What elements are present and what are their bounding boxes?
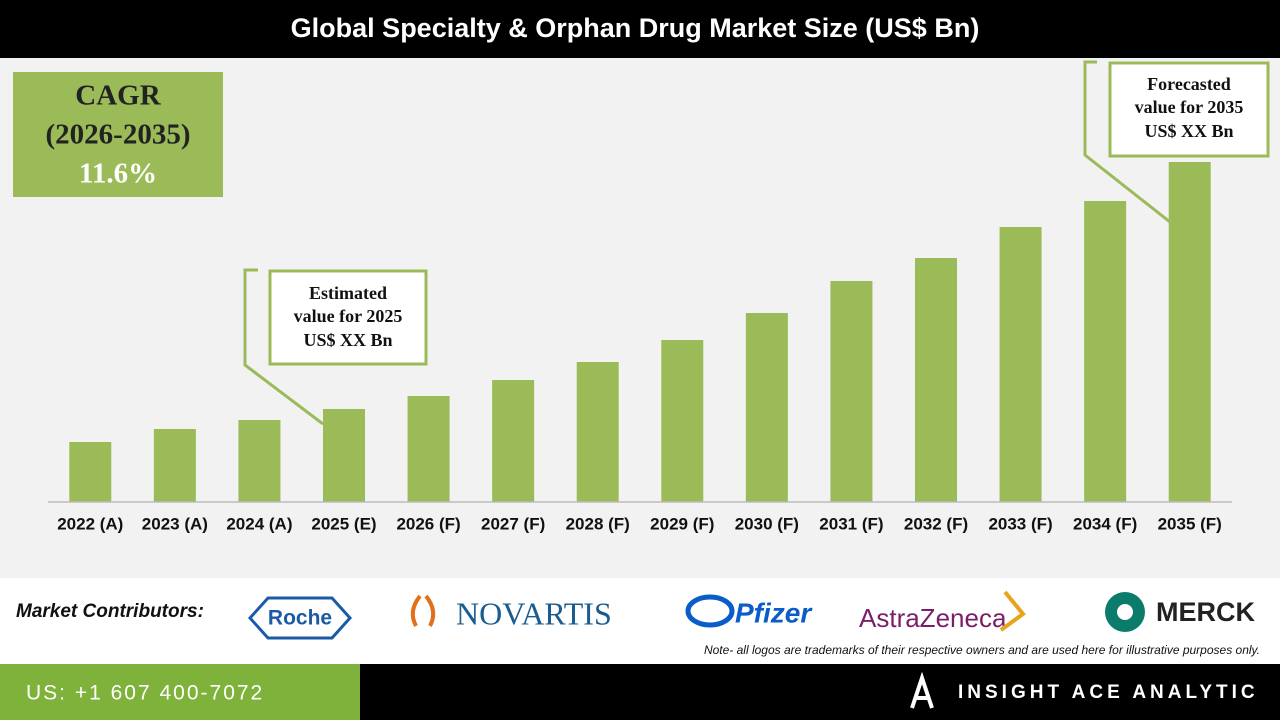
leader-line <box>243 268 324 426</box>
callout-text: Forecasted <box>1147 74 1231 94</box>
x-tick-label: 2030 (F) <box>735 514 799 533</box>
phone: US: +1 607 400-7072 <box>26 682 264 705</box>
callout-text: value for 2035 <box>1135 97 1244 117</box>
bar <box>661 340 704 502</box>
contributors-band <box>0 578 1280 664</box>
roche-logo <box>247 596 353 640</box>
bar <box>576 362 619 502</box>
bar <box>915 258 957 502</box>
bar <box>999 227 1042 502</box>
title-bar <box>0 0 1280 58</box>
x-tick-label: 2034 (F) <box>1073 514 1137 533</box>
logo-text: NOVARTIS <box>456 595 612 631</box>
bar <box>153 429 196 502</box>
x-tick-label: 2023 (A) <box>142 514 208 533</box>
contributors-label: Market Contributors: <box>16 601 204 622</box>
x-tick-label: 2031 (F) <box>819 514 883 533</box>
leader-line <box>1083 60 1171 224</box>
x-tick-label: 2022 (A) <box>57 514 123 533</box>
x-tick-label: 2026 (F) <box>396 514 460 533</box>
cagr-period: (2026-2035) <box>46 119 191 151</box>
footer-brand <box>360 664 1280 720</box>
bar <box>492 380 535 502</box>
astrazeneca-mark <box>999 590 1026 632</box>
bar <box>407 396 450 502</box>
merck-mark-center <box>1117 604 1133 620</box>
x-tick-label: 2025 (E) <box>311 514 376 533</box>
callout-text: Estimated <box>309 283 387 303</box>
bar <box>69 442 112 502</box>
brand: INSIGHT ACE ANALYTIC <box>958 682 1259 703</box>
callout-text: US$ XX Bn <box>303 330 392 350</box>
bar <box>1168 162 1211 502</box>
bar <box>830 281 873 502</box>
x-tick-label: 2033 (F) <box>988 514 1052 533</box>
callout-box <box>268 269 428 366</box>
chart-title: Global Specialty & Orphan Drug Market Si… <box>291 13 980 43</box>
logo-text: MERCK <box>1156 597 1255 627</box>
x-tick-label: 2024 (A) <box>226 514 292 533</box>
logo-text: Pfizer <box>735 597 813 628</box>
callout-text: US$ XX Bn <box>1144 121 1233 141</box>
note: Note- all logos are trademarks of their … <box>704 643 1260 657</box>
callout-text: value for 2025 <box>294 306 403 326</box>
pfizer-mark <box>685 594 735 628</box>
footer-contact <box>0 664 360 720</box>
cagr-value: 11.6% <box>79 158 157 190</box>
x-tick-label: 2028 (F) <box>566 514 630 533</box>
bar-chart: 2022 (A) 2023 (A) 2024 (A) 2025 (E) 2026 (F)… <box>48 162 1232 533</box>
bar <box>745 313 788 502</box>
bar <box>1084 201 1127 502</box>
logo-text: Roche <box>268 607 332 630</box>
bar <box>238 420 281 502</box>
cagr-box <box>13 72 223 197</box>
callout-box <box>1108 61 1270 158</box>
cagr-label: CAGR <box>75 80 161 112</box>
x-tick-label: 2032 (F) <box>904 514 968 533</box>
x-tick-label: 2027 (F) <box>481 514 545 533</box>
logo-text: AstraZeneca <box>859 603 1007 633</box>
x-tick-label: 2029 (F) <box>650 514 714 533</box>
x-tick-label: 2035 (F) <box>1158 514 1222 533</box>
novartis-flame <box>410 594 436 627</box>
bar <box>323 409 365 502</box>
brand-icon <box>910 671 934 709</box>
